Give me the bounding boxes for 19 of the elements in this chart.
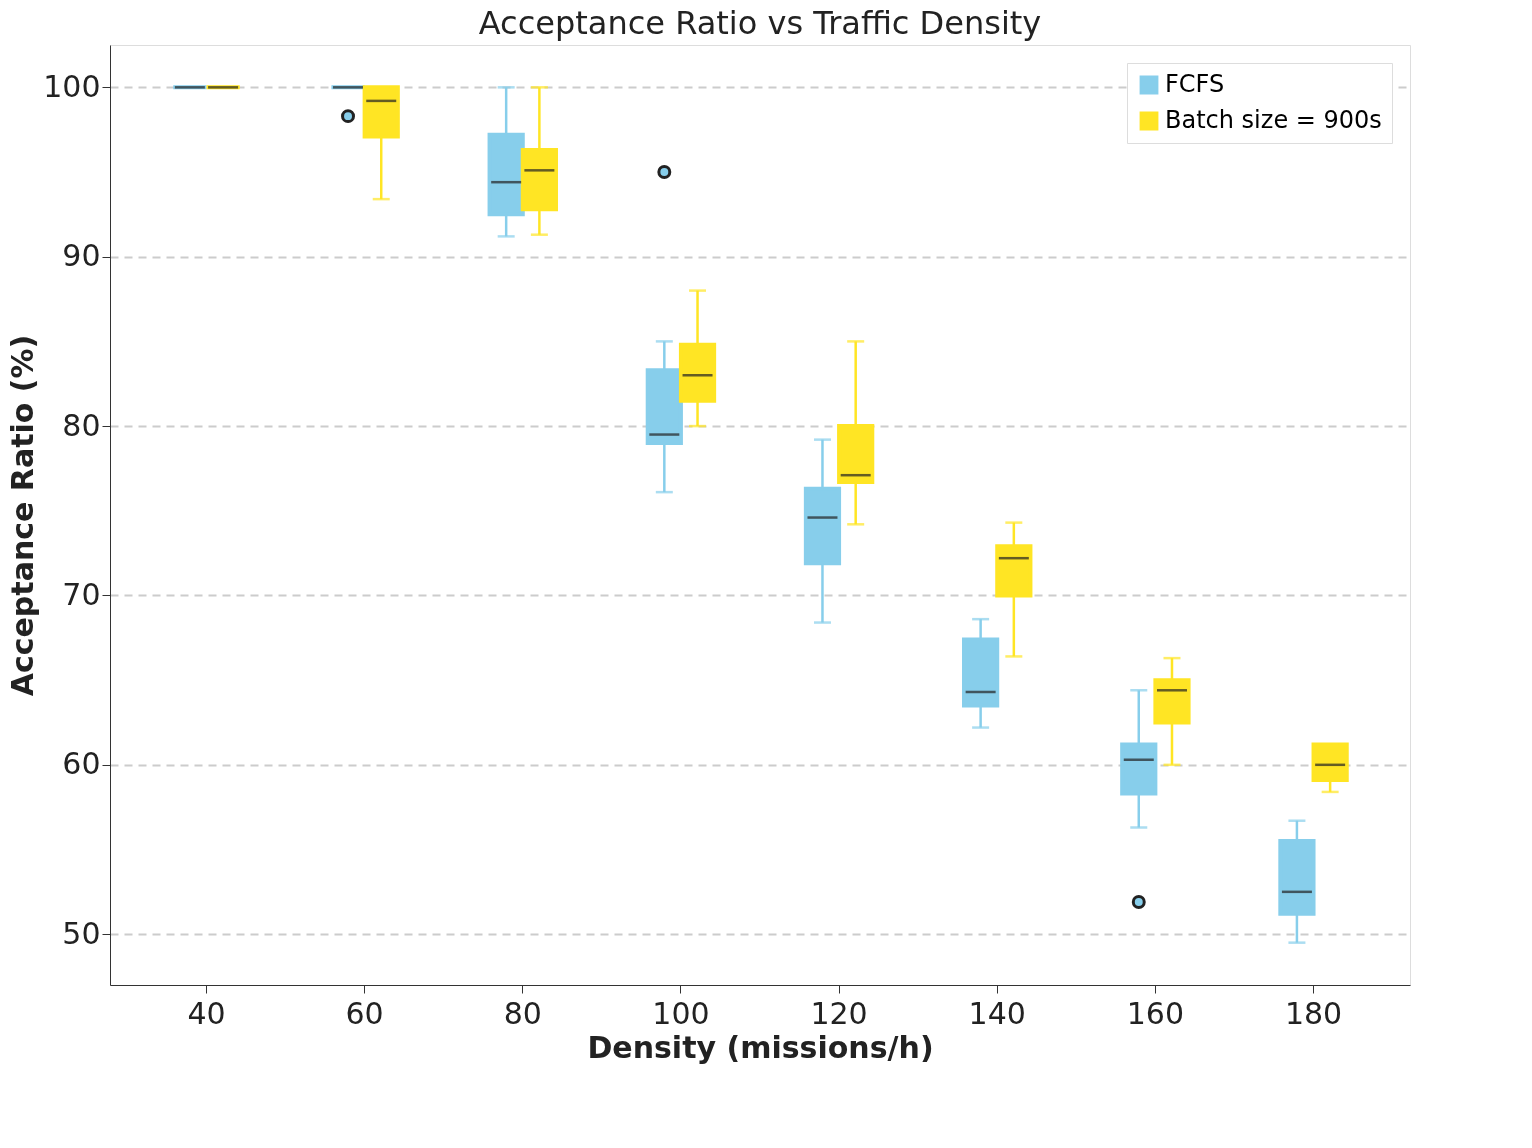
x-tick-label: 80 <box>503 995 542 1031</box>
legend-label: Batch size = 900s <box>1165 106 1382 134</box>
legend-label: FCFS <box>1165 70 1225 98</box>
x-tick-label: 60 <box>345 995 384 1031</box>
y-tick-label: 100 <box>43 68 101 104</box>
y-tick-label: 60 <box>62 746 101 782</box>
chart-title: Acceptance Ratio vs Traffic Density <box>478 4 1042 42</box>
x-tick-label: 120 <box>810 995 868 1031</box>
x-tick-label: 180 <box>1284 995 1343 1031</box>
y-axis-title: Acceptance Ratio (%) <box>5 334 41 697</box>
y-tick-label: 90 <box>62 238 101 274</box>
x-tick-label: 100 <box>652 995 710 1031</box>
x-tick-label: 160 <box>1126 995 1185 1031</box>
x-tick-label: 40 <box>187 995 226 1031</box>
y-tick-label: 80 <box>62 407 101 443</box>
y-tick-label: 70 <box>62 576 101 612</box>
y-tick-label: 50 <box>62 915 101 951</box>
x-tick-label: 140 <box>968 995 1026 1031</box>
x-axis-title: Density (missions/h) <box>587 1029 934 1065</box>
